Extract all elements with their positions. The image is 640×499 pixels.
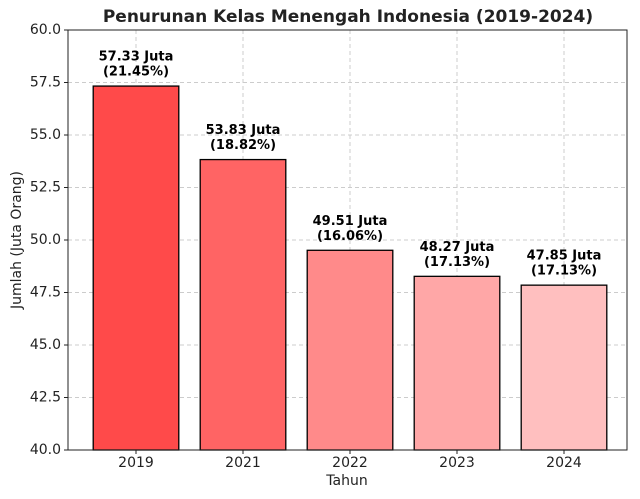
bar [306,249,394,451]
bar [413,275,501,451]
x-axis-label: Tahun [325,473,367,489]
bar [92,85,180,451]
bar [520,284,608,451]
share-label: (21.45%) [103,65,169,80]
value-label: 53.83 Juta [206,123,281,138]
value-label: 48.27 Juta [420,240,495,255]
y-axis-label: Jumlah (Juta Orang) [9,171,25,310]
y-tick-label: 40.0 [30,442,61,458]
x-tick-label: 2022 [332,455,368,471]
value-label: 57.33 Juta [99,50,174,65]
share-label: (18.82%) [210,138,276,153]
x-tick-label: 2024 [546,455,582,471]
x-tick-label: 2019 [118,455,154,471]
share-label: (17.13%) [424,255,490,270]
y-tick-label: 57.5 [30,75,61,91]
plot-frame [67,29,628,451]
bar [199,158,287,451]
x-tick-label: 2023 [439,455,475,471]
share-label: (16.06%) [317,229,383,244]
value-label: 47.85 Juta [527,249,602,264]
share-label: (17.13%) [531,264,597,279]
y-tick-label: 60.0 [30,22,61,38]
y-tick-label: 42.5 [30,390,61,406]
x-tick-label: 2021 [225,455,261,471]
y-tick-label: 52.5 [30,180,61,196]
chart-title: Penurunan Kelas Menengah Indonesia (2019… [103,7,593,27]
y-tick-label: 47.5 [30,285,61,301]
value-label: 49.51 Juta [313,214,388,229]
y-tick-label: 50.0 [30,232,61,248]
y-tick-label: 55.0 [30,127,61,143]
y-tick-label: 45.0 [30,337,61,353]
